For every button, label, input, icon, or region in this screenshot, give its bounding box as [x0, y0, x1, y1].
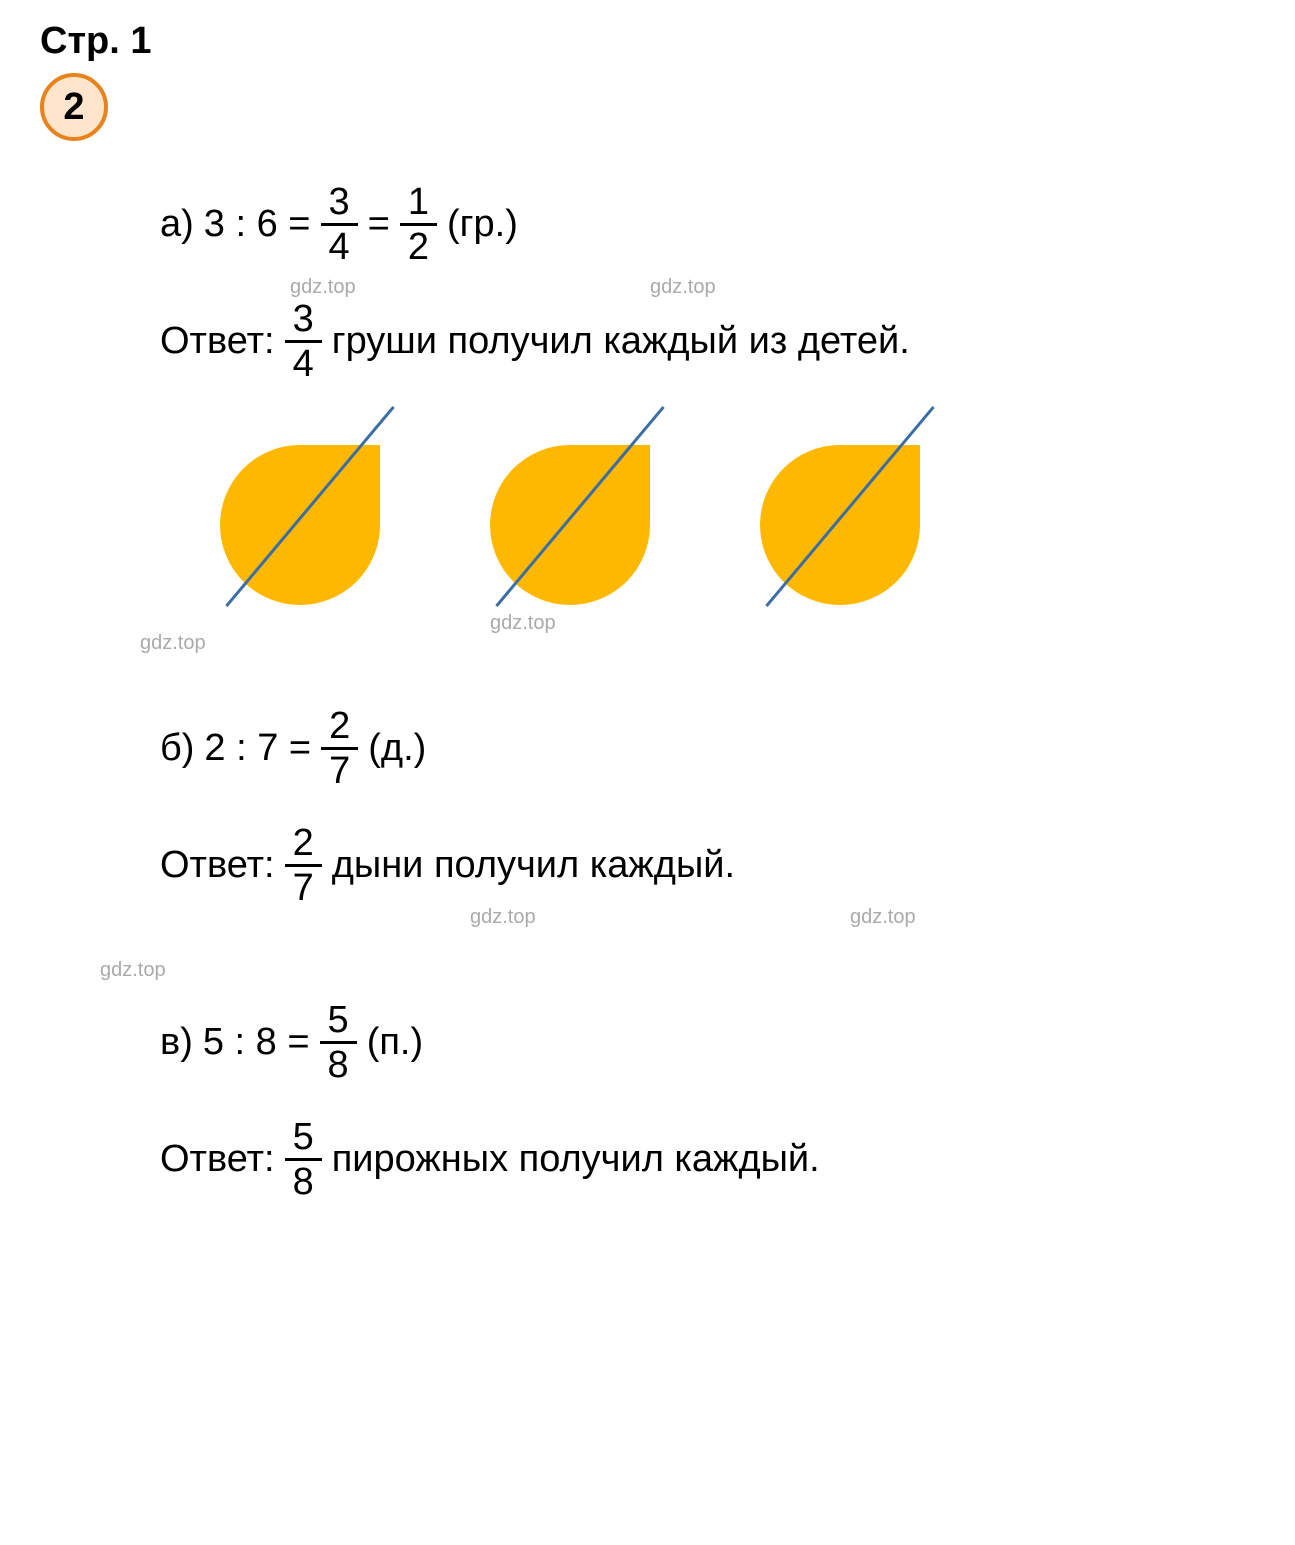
watermark: gdz.top: [140, 632, 206, 655]
problem-number: 2: [63, 86, 84, 129]
part-c-answer-fraction: 5 8: [285, 1116, 322, 1203]
part-b-prefix: 2 : 7 =: [204, 727, 311, 770]
part-c-answer: Ответ: 5 8 пирожных получил каждый.: [160, 1116, 1255, 1203]
fraction-numerator: 3: [285, 298, 322, 343]
leaf-shape: [220, 425, 400, 605]
part-b-label: б): [160, 727, 194, 770]
shapes-row: gdz.top gdz.top gdz.top: [220, 425, 1255, 605]
fraction-denominator: 7: [285, 867, 322, 909]
part-a-prefix: 3 : 6 =: [204, 203, 311, 246]
fraction-numerator: 2: [285, 822, 322, 867]
fraction-denominator: 8: [285, 1161, 322, 1203]
part-c-prefix: 5 : 8 =: [203, 1021, 310, 1064]
fraction-denominator: 7: [321, 750, 358, 792]
leaf-shape: [760, 425, 940, 605]
part-a-fraction-2: 1 2: [400, 181, 437, 268]
part-b-unit: (д.): [368, 727, 426, 770]
watermark: gdz.top: [490, 612, 556, 635]
leaf-shape: [490, 425, 670, 605]
part-a-answer: gdz.top gdz.top Ответ: 3 4 груши получил…: [160, 298, 1255, 385]
watermark: gdz.top: [650, 276, 716, 299]
part-c-fraction: 5 8: [320, 999, 357, 1086]
problem-number-badge: 2: [40, 73, 108, 141]
watermark: gdz.top: [470, 906, 536, 929]
answer-text: пирожных получил каждый.: [332, 1138, 820, 1181]
part-a-equation: а) 3 : 6 = 3 4 = 1 2 (гр.) gdz.top: [160, 181, 1255, 268]
answer-text: дыни получил каждый.: [332, 844, 735, 887]
fraction-numerator: 2: [321, 705, 358, 750]
fraction-denominator: 4: [285, 343, 322, 385]
watermark: gdz.top: [290, 276, 356, 299]
part-b-answer-fraction: 2 7: [285, 822, 322, 909]
fraction-numerator: 5: [285, 1116, 322, 1161]
part-b-fraction: 2 7: [321, 705, 358, 792]
content-area: а) 3 : 6 = 3 4 = 1 2 (гр.) gdz.top gdz.t…: [40, 181, 1255, 1203]
answer-prefix: Ответ:: [160, 320, 275, 363]
fraction-denominator: 4: [321, 226, 358, 268]
fraction-numerator: 3: [321, 181, 358, 226]
watermark: gdz.top: [100, 959, 166, 982]
part-a-label: а): [160, 203, 194, 246]
page-header: Стр. 1: [40, 20, 1255, 63]
fraction-numerator: 1: [400, 181, 437, 226]
part-a-unit: (гр.): [447, 203, 518, 246]
answer-prefix: Ответ:: [160, 1138, 275, 1181]
watermark: gdz.top: [850, 906, 916, 929]
equals-sign: =: [368, 203, 390, 246]
part-a-answer-fraction: 3 4: [285, 298, 322, 385]
part-c-label: в): [160, 1021, 193, 1064]
part-b-answer: Ответ: 2 7 дыни получил каждый. gdz.top …: [160, 822, 1255, 909]
answer-prefix: Ответ:: [160, 844, 275, 887]
part-c-unit: (п.): [367, 1021, 423, 1064]
fraction-numerator: 5: [320, 999, 357, 1044]
part-a-fraction-1: 3 4: [321, 181, 358, 268]
fraction-denominator: 8: [320, 1044, 357, 1086]
part-b-equation: б) 2 : 7 = 2 7 (д.): [160, 705, 1255, 792]
fraction-denominator: 2: [400, 226, 437, 268]
answer-text: груши получил каждый из детей.: [332, 320, 910, 363]
part-c-equation: в) 5 : 8 = 5 8 (п.): [160, 999, 1255, 1086]
